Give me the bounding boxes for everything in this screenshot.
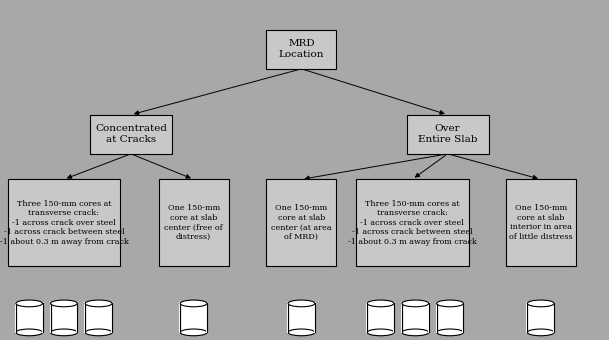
Bar: [180, 303, 207, 333]
Bar: [85, 303, 112, 333]
Bar: [437, 303, 463, 333]
Ellipse shape: [527, 300, 554, 307]
FancyBboxPatch shape: [158, 180, 228, 266]
Ellipse shape: [180, 329, 207, 336]
Ellipse shape: [367, 300, 394, 307]
Text: One 150-mm
core at slab
interior in area
of little distress: One 150-mm core at slab interior in area…: [509, 204, 572, 241]
Ellipse shape: [51, 329, 77, 336]
Bar: [527, 303, 554, 333]
FancyBboxPatch shape: [505, 180, 576, 266]
Ellipse shape: [288, 329, 315, 336]
Text: One 150-mm
core at slab
center (at area
of MRD): One 150-mm core at slab center (at area …: [271, 204, 332, 241]
Bar: [51, 303, 77, 333]
FancyBboxPatch shape: [267, 30, 336, 69]
Ellipse shape: [16, 329, 43, 336]
Text: Three 150-mm cores at
transverse crack:
-1 across crack over steel
-1 across cra: Three 150-mm cores at transverse crack: …: [348, 200, 477, 246]
Bar: [288, 303, 315, 333]
Text: Concentrated
at Cracks: Concentrated at Cracks: [95, 124, 167, 144]
Ellipse shape: [527, 329, 554, 336]
FancyBboxPatch shape: [90, 115, 172, 154]
Ellipse shape: [16, 300, 43, 307]
FancyBboxPatch shape: [7, 180, 121, 266]
FancyBboxPatch shape: [356, 180, 469, 266]
FancyBboxPatch shape: [407, 115, 488, 154]
Ellipse shape: [288, 300, 315, 307]
Ellipse shape: [180, 300, 207, 307]
Bar: [367, 303, 394, 333]
Ellipse shape: [85, 329, 112, 336]
Ellipse shape: [367, 329, 394, 336]
FancyBboxPatch shape: [267, 180, 336, 266]
Ellipse shape: [85, 300, 112, 307]
Ellipse shape: [51, 300, 77, 307]
Ellipse shape: [402, 300, 429, 307]
Text: Three 150-mm cores at
transverse crack:
-1 across crack over steel
-1 across cra: Three 150-mm cores at transverse crack: …: [0, 200, 128, 246]
Bar: [16, 303, 43, 333]
Ellipse shape: [437, 329, 463, 336]
Text: Over
Entire Slab: Over Entire Slab: [418, 124, 477, 144]
Bar: [402, 303, 429, 333]
Text: One 150-mm
core at slab
center (free of
distress): One 150-mm core at slab center (free of …: [164, 204, 223, 241]
Text: MRD
Location: MRD Location: [279, 39, 324, 59]
Ellipse shape: [437, 300, 463, 307]
Ellipse shape: [402, 329, 429, 336]
